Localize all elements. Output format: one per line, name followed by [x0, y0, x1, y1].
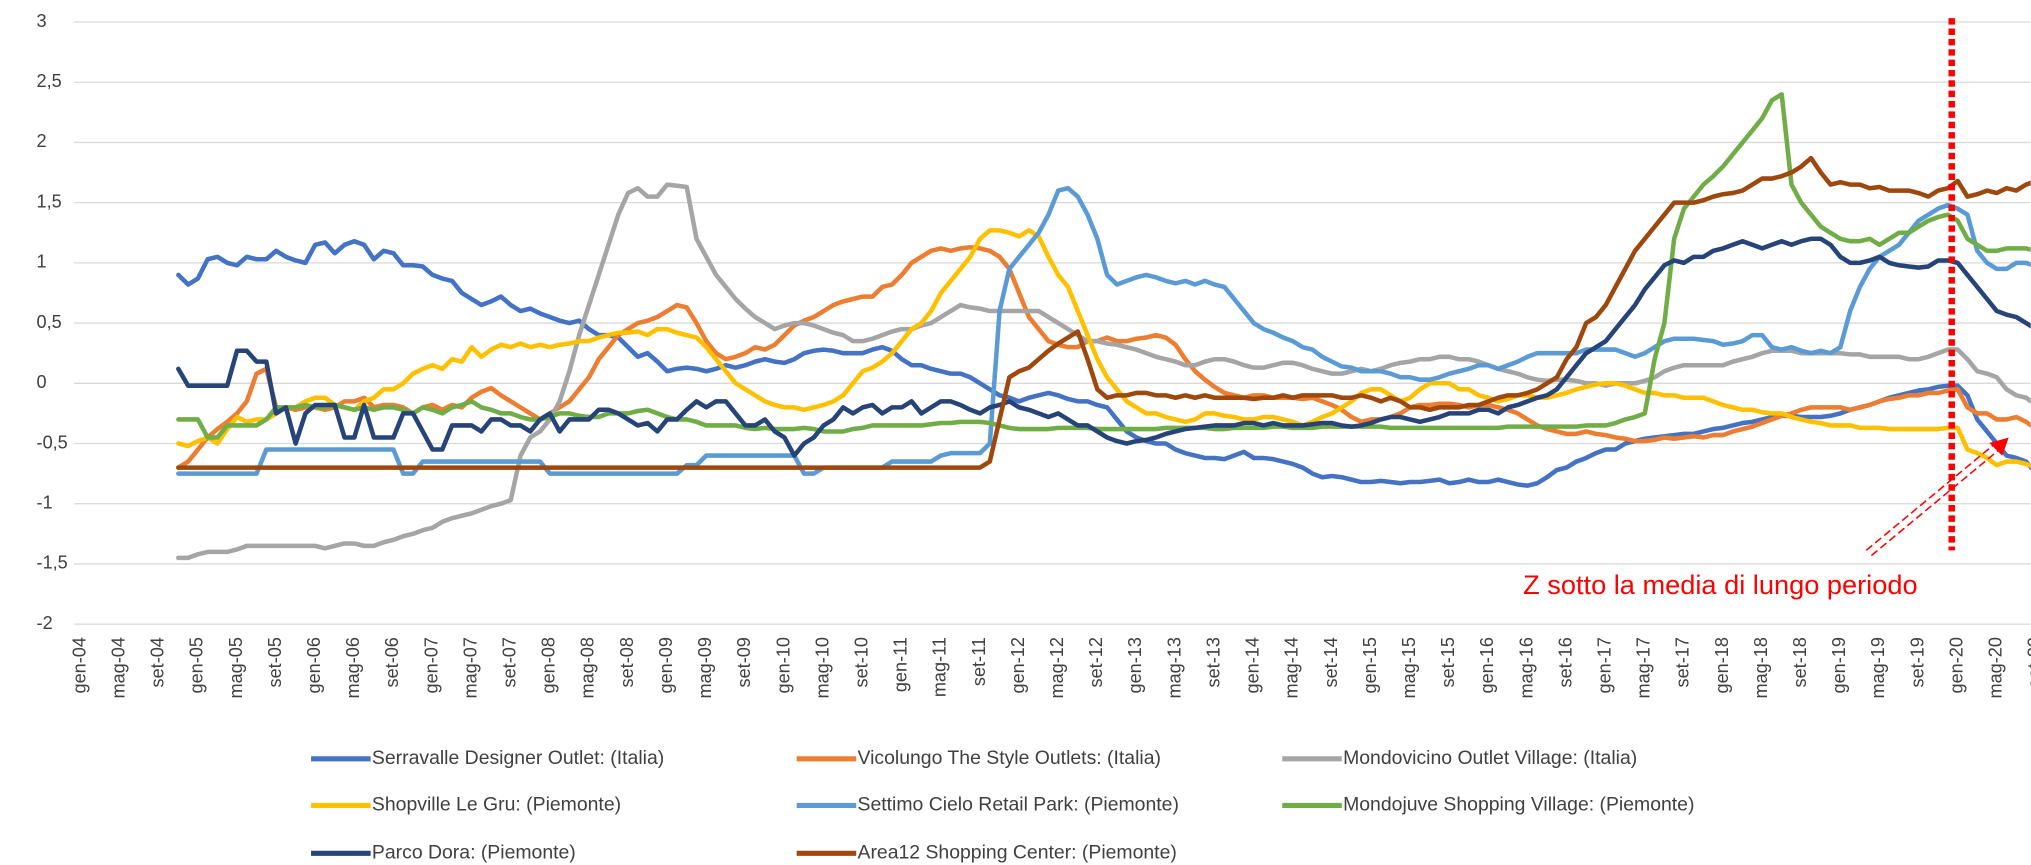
y-tick-label: 2 [37, 131, 47, 151]
x-tick-label: gen-15 [1360, 637, 1380, 693]
x-tick-label: gen-18 [1712, 637, 1732, 693]
x-tick-label: set-13 [1203, 637, 1223, 687]
x-tick-label: mag-07 [460, 637, 480, 698]
y-tick-label: 3 [37, 11, 47, 31]
x-tick-label: set-10 [851, 637, 871, 687]
series-line [176, 182, 2031, 561]
y-tick-label: 0 [37, 372, 47, 392]
x-tick-label: set-07 [500, 637, 520, 687]
legend-label: Mondojuve Shopping Village: (Piemonte) [1343, 794, 1694, 816]
x-tick-label: set-05 [265, 637, 285, 687]
x-tick-label: gen-13 [1125, 637, 1145, 693]
legend-label: Mondovicino Outlet Village: (Italia) [1343, 747, 1637, 769]
x-tick-label: mag-08 [578, 637, 598, 698]
x-tick-label: set-16 [1555, 637, 1575, 687]
x-tick-label: gen-08 [539, 637, 559, 693]
series-line [176, 238, 2031, 488]
annotation-arrow [1865, 437, 2009, 557]
x-tick-label: gen-20 [1946, 637, 1966, 693]
x-tick-label: gen-09 [656, 637, 676, 693]
x-tick-label: mag-16 [1516, 637, 1536, 698]
series-line [176, 155, 2031, 470]
legend: Serravalle Designer Outlet: (Italia) Vico… [311, 747, 1694, 863]
x-tick-label: mag-20 [1986, 637, 2006, 698]
x-tick-label: mag-19 [1868, 637, 1888, 698]
series-line [176, 228, 2031, 469]
x-tick-label: set-09 [734, 637, 754, 687]
x-tick-label: mag-10 [812, 637, 832, 698]
series-line [176, 92, 2031, 440]
x-tick-label: mag-06 [343, 637, 363, 698]
y-tick-label: -1,5 [37, 553, 68, 573]
y-tick-label: -1 [37, 493, 53, 513]
x-tick-label: mag-12 [1047, 637, 1067, 698]
x-tick-label: gen-16 [1477, 637, 1497, 693]
x-tick-label: gen-04 [69, 637, 89, 693]
x-tick-label: set-06 [382, 637, 402, 687]
x-tick-label: gen-11 [891, 637, 911, 692]
x-tick-label: gen-19 [1829, 637, 1849, 693]
x-tick-label: set-14 [1321, 637, 1341, 687]
x-tick-label: set-17 [1673, 637, 1693, 687]
x-tick-label: gen-14 [1243, 637, 1263, 693]
x-tick-label: mag-11 [930, 637, 950, 697]
y-tick-label: 2,5 [37, 71, 62, 91]
legend-label: Settimo Cielo Retail Park: (Piemonte) [858, 794, 1179, 816]
y-tick-label: 1 [37, 252, 47, 272]
x-tick-label: gen-05 [187, 637, 207, 693]
annotation: Z sotto la media di lungo periodo [1523, 569, 1917, 600]
legend-label: Shopville Le Gru: (Piemonte) [372, 794, 621, 816]
x-tick-label: set-04 [148, 637, 168, 687]
y-tick-label: -0,5 [37, 432, 68, 452]
x-tick-label: mag-04 [108, 637, 128, 698]
x-tick-label: set-08 [617, 637, 637, 687]
series-line [176, 244, 2031, 470]
grid: 3 2,5 2 1,5 1 0,5 0 -0,5 -1 -1,5 -2 [37, 11, 2031, 633]
legend-label: Vicolungo The Style Outlets: (Italia) [858, 747, 1161, 769]
series-line [176, 236, 2031, 458]
x-tick-label: set-19 [1907, 637, 1927, 687]
x-tick-label: mag-18 [1751, 637, 1771, 698]
x-tick-label: mag-09 [695, 637, 715, 698]
plot-area [176, 92, 2031, 561]
x-tick-label: set-15 [1438, 637, 1458, 687]
x-tick-label: mag-13 [1164, 637, 1184, 698]
x-tick-label: set-20 [2025, 637, 2031, 687]
x-tick-label: set-12 [1086, 637, 1106, 687]
legend-label: Serravalle Designer Outlet: (Italia) [372, 747, 664, 769]
x-axis: gen-04 mag-04 set-04 gen-05 mag-05 set-05 gen-… [69, 637, 2031, 698]
x-tick-label: gen-10 [773, 637, 793, 693]
y-tick-label: 0,5 [37, 312, 62, 332]
y-tick-label: -2 [37, 613, 53, 633]
y-tick-label: 1,5 [37, 191, 62, 211]
x-tick-label: mag-17 [1634, 637, 1654, 698]
x-tick-label: gen-07 [421, 637, 441, 693]
x-tick-label: mag-05 [226, 637, 246, 698]
series-line [176, 185, 2031, 476]
legend-label: Parco Dora: (Piemonte) [372, 841, 576, 863]
x-tick-label: gen-06 [304, 637, 324, 693]
x-tick-label: gen-12 [1008, 637, 1028, 693]
x-tick-label: set-18 [1790, 637, 1810, 687]
x-tick-label: set-11 [969, 637, 989, 686]
legend-label: Area12 Shopping Center: (Piemonte) [858, 841, 1177, 863]
x-tick-label: mag-14 [1282, 637, 1302, 698]
x-tick-label: mag-15 [1399, 637, 1419, 698]
x-tick-label: gen-17 [1595, 637, 1615, 693]
